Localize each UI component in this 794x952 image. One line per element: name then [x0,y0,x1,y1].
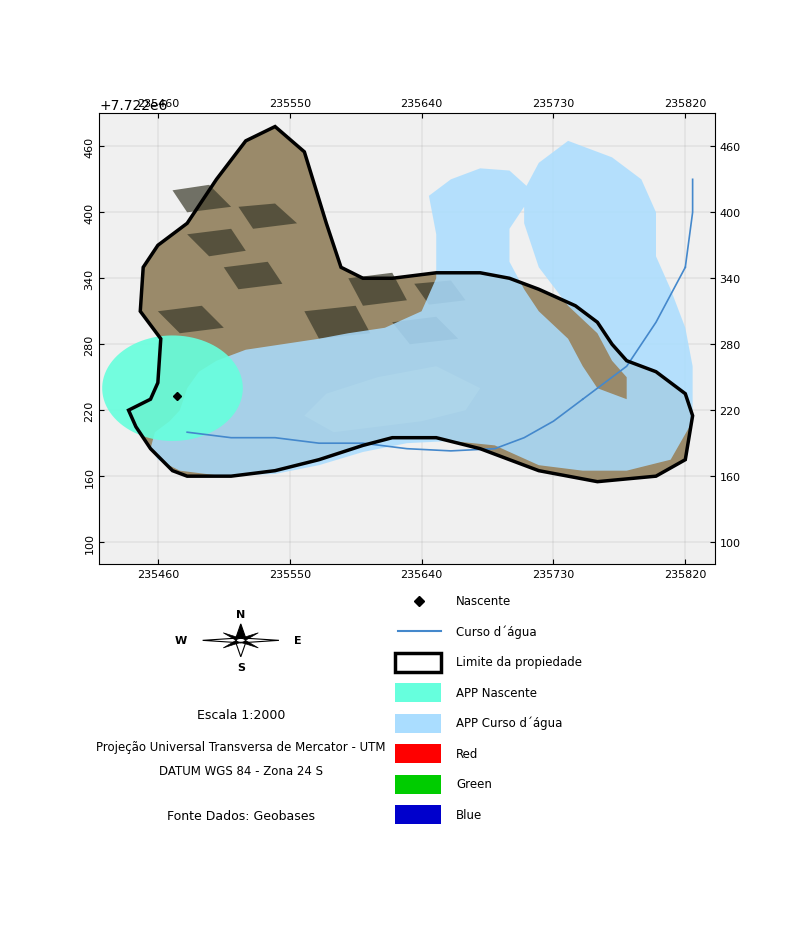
Polygon shape [241,638,279,644]
FancyBboxPatch shape [395,714,441,733]
Polygon shape [172,186,231,213]
FancyBboxPatch shape [395,653,441,672]
Text: Fonte Dados: Geobases: Fonte Dados: Geobases [167,809,314,822]
Polygon shape [223,633,244,642]
Polygon shape [414,281,465,306]
Polygon shape [223,640,244,648]
Polygon shape [238,633,258,642]
Text: Projeção Universal Transversa de Mercator - UTM: Projeção Universal Transversa de Mercato… [96,740,386,753]
Text: W: W [175,636,187,645]
Polygon shape [202,638,241,644]
FancyBboxPatch shape [395,775,441,794]
Text: Curso d´água: Curso d´água [457,625,537,638]
Polygon shape [158,307,224,334]
Text: Blue: Blue [457,807,483,821]
Text: Escala 1:2000: Escala 1:2000 [197,708,285,722]
Text: Green: Green [457,777,492,790]
FancyBboxPatch shape [395,744,441,764]
Polygon shape [238,205,297,229]
Circle shape [236,639,245,643]
Text: APP Nascente: APP Nascente [457,685,538,699]
Text: APP Curso d´água: APP Curso d´água [457,716,562,729]
FancyBboxPatch shape [395,684,441,703]
Polygon shape [151,142,692,477]
FancyBboxPatch shape [395,805,441,824]
Polygon shape [304,367,480,433]
Polygon shape [235,641,246,657]
Polygon shape [235,625,246,641]
Polygon shape [238,640,258,648]
Text: Red: Red [457,746,479,760]
Text: N: N [236,609,245,619]
Polygon shape [304,307,370,339]
Text: E: E [295,636,302,645]
Polygon shape [187,229,246,257]
Polygon shape [129,128,692,482]
Polygon shape [224,263,283,290]
Polygon shape [349,273,407,307]
Text: Limite da propiedade: Limite da propiedade [457,655,582,668]
Polygon shape [392,317,458,345]
Text: Nascente: Nascente [457,594,511,607]
Text: DATUM WGS 84 - Zona 24 S: DATUM WGS 84 - Zona 24 S [159,764,323,777]
Polygon shape [102,336,243,442]
Text: S: S [237,663,245,672]
